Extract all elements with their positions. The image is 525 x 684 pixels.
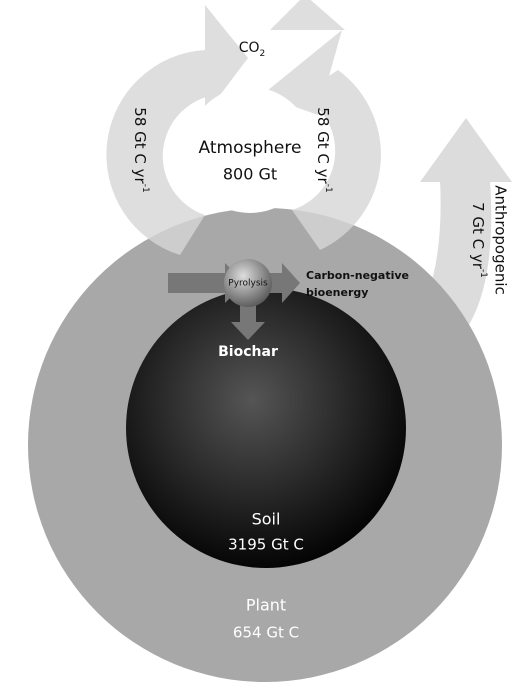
pyrolysis-label: Pyrolysis xyxy=(228,279,268,289)
bioenergy-line1: Carbon-negative xyxy=(306,269,409,282)
text-part: -1 xyxy=(479,269,489,278)
atmosphere-label: Atmosphere xyxy=(199,138,302,158)
soil-label: Soil xyxy=(252,510,281,529)
carbon-cycle-diagram: CO2 58 Gt C yr-1 58 Gt C yr-1 Atmosphere… xyxy=(0,0,525,684)
text-part: CO xyxy=(239,40,260,56)
text-part: 58 Gt C yr xyxy=(132,107,150,184)
anthropogenic-label: Anthropogenic xyxy=(492,185,510,295)
plant-amount: 654 Gt C xyxy=(233,624,299,642)
atmosphere-amount: 800 Gt xyxy=(223,165,277,184)
flux-right-label: 58 Gt C yr-1 xyxy=(315,107,334,192)
text-part: 7 Gt C yr xyxy=(470,202,488,270)
bioenergy-line2: bioenergy xyxy=(306,286,368,299)
text-part: -1 xyxy=(141,184,151,193)
text-part: 58 Gt C yr xyxy=(315,107,333,184)
soil-amount: 3195 Gt C xyxy=(228,536,304,554)
page: {"co2": {"text": "CO", "sub": "2"}, "flu… xyxy=(0,0,525,684)
co2-label: CO2 xyxy=(239,40,266,59)
text-part: 2 xyxy=(260,49,266,59)
biochar-label: Biochar xyxy=(218,344,278,360)
plant-label: Plant xyxy=(246,596,286,615)
anthropogenic-flux: 7 Gt C yr-1 xyxy=(470,202,489,278)
text-part: -1 xyxy=(324,184,334,193)
flux-left-label: 58 Gt C yr-1 xyxy=(132,107,151,192)
